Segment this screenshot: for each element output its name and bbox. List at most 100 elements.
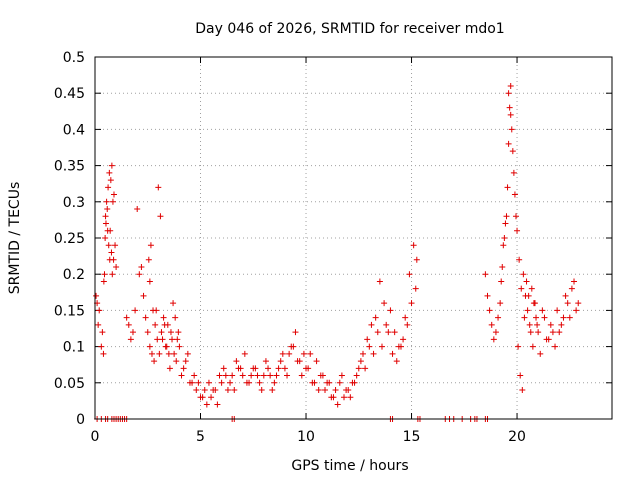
- data-point: [484, 292, 491, 299]
- data-point: [154, 336, 161, 343]
- data-point: [286, 350, 293, 357]
- data-point: [529, 343, 536, 350]
- data-point: [156, 350, 163, 357]
- data-point: [497, 300, 504, 307]
- data-point: [152, 321, 159, 328]
- data-point: [224, 387, 231, 394]
- data-point: [510, 169, 517, 176]
- data-point: [518, 285, 525, 292]
- data-point: [509, 148, 516, 155]
- x-axis-label: GPS time / hours: [291, 458, 408, 474]
- data-point: [127, 336, 134, 343]
- data-point: [212, 387, 219, 394]
- data-point: [527, 329, 534, 336]
- data-point: [355, 365, 362, 372]
- data-point: [205, 379, 212, 386]
- data-point: [107, 227, 114, 234]
- data-point: [260, 372, 267, 379]
- data-point: [488, 321, 495, 328]
- data-point: [545, 336, 552, 343]
- data-point: [391, 329, 398, 336]
- data-point: [99, 329, 106, 336]
- data-point: [402, 314, 409, 321]
- data-point: [568, 285, 575, 292]
- data-point: [140, 292, 147, 299]
- data-point: [113, 263, 120, 270]
- data-point: [145, 256, 152, 263]
- x-tick-label: 5: [196, 429, 205, 445]
- x-tick-label: 0: [91, 429, 100, 445]
- data-point: [218, 379, 225, 386]
- data-point: [309, 379, 316, 386]
- data-series-srmtid: [93, 82, 582, 422]
- data-point: [288, 343, 295, 350]
- data-point: [558, 321, 565, 328]
- data-point: [412, 285, 419, 292]
- data-point: [262, 358, 269, 365]
- data-point: [482, 271, 489, 278]
- data-point: [103, 198, 110, 205]
- data-point: [98, 343, 105, 350]
- data-point: [256, 379, 263, 386]
- data-point: [413, 256, 420, 263]
- data-point: [549, 329, 556, 336]
- data-point: [182, 358, 189, 365]
- data-point: [146, 278, 153, 285]
- data-point: [233, 358, 240, 365]
- data-point: [378, 343, 385, 350]
- data-point: [500, 242, 507, 249]
- data-point: [566, 314, 573, 321]
- data-point: [277, 358, 284, 365]
- data-point: [203, 401, 210, 408]
- data-point: [410, 242, 417, 249]
- data-point: [400, 336, 407, 343]
- data-point: [547, 321, 554, 328]
- data-point: [351, 379, 358, 386]
- data-point: [220, 365, 227, 372]
- data-point: [107, 177, 114, 184]
- data-point: [208, 394, 215, 401]
- data-point: [521, 314, 528, 321]
- data-point: [505, 90, 512, 97]
- chart-title: Day 046 of 2026, SRMTID for receiver mdo…: [195, 21, 504, 37]
- data-point: [374, 329, 381, 336]
- data-point: [269, 387, 276, 394]
- data-point: [279, 350, 286, 357]
- data-point: [322, 387, 329, 394]
- data-point: [246, 379, 253, 386]
- data-point: [326, 379, 333, 386]
- data-point: [109, 271, 116, 278]
- data-point: [110, 191, 117, 198]
- data-point: [397, 343, 404, 350]
- data-point: [108, 249, 115, 256]
- data-point: [535, 329, 542, 336]
- data-point: [248, 372, 255, 379]
- data-point: [573, 307, 580, 314]
- data-point: [129, 329, 136, 336]
- data-point: [366, 343, 373, 350]
- data-point: [534, 321, 541, 328]
- data-point: [341, 394, 348, 401]
- data-point: [173, 358, 180, 365]
- data-point: [105, 184, 112, 191]
- y-axis-label: SRMTID / TECUs: [7, 182, 23, 295]
- data-point: [389, 350, 396, 357]
- data-point: [370, 350, 377, 357]
- data-point: [171, 350, 178, 357]
- data-point: [368, 321, 375, 328]
- data-point: [106, 169, 113, 176]
- data-point: [503, 213, 510, 220]
- data-point: [408, 300, 415, 307]
- data-point: [508, 126, 515, 133]
- data-point: [158, 329, 165, 336]
- data-point: [146, 343, 153, 350]
- data-point: [284, 372, 291, 379]
- data-point: [533, 314, 540, 321]
- data-point: [330, 394, 337, 401]
- data-point: [353, 372, 360, 379]
- data-point: [531, 300, 538, 307]
- data-point: [110, 256, 117, 263]
- data-point: [564, 300, 571, 307]
- data-point: [343, 387, 350, 394]
- data-point: [571, 278, 578, 285]
